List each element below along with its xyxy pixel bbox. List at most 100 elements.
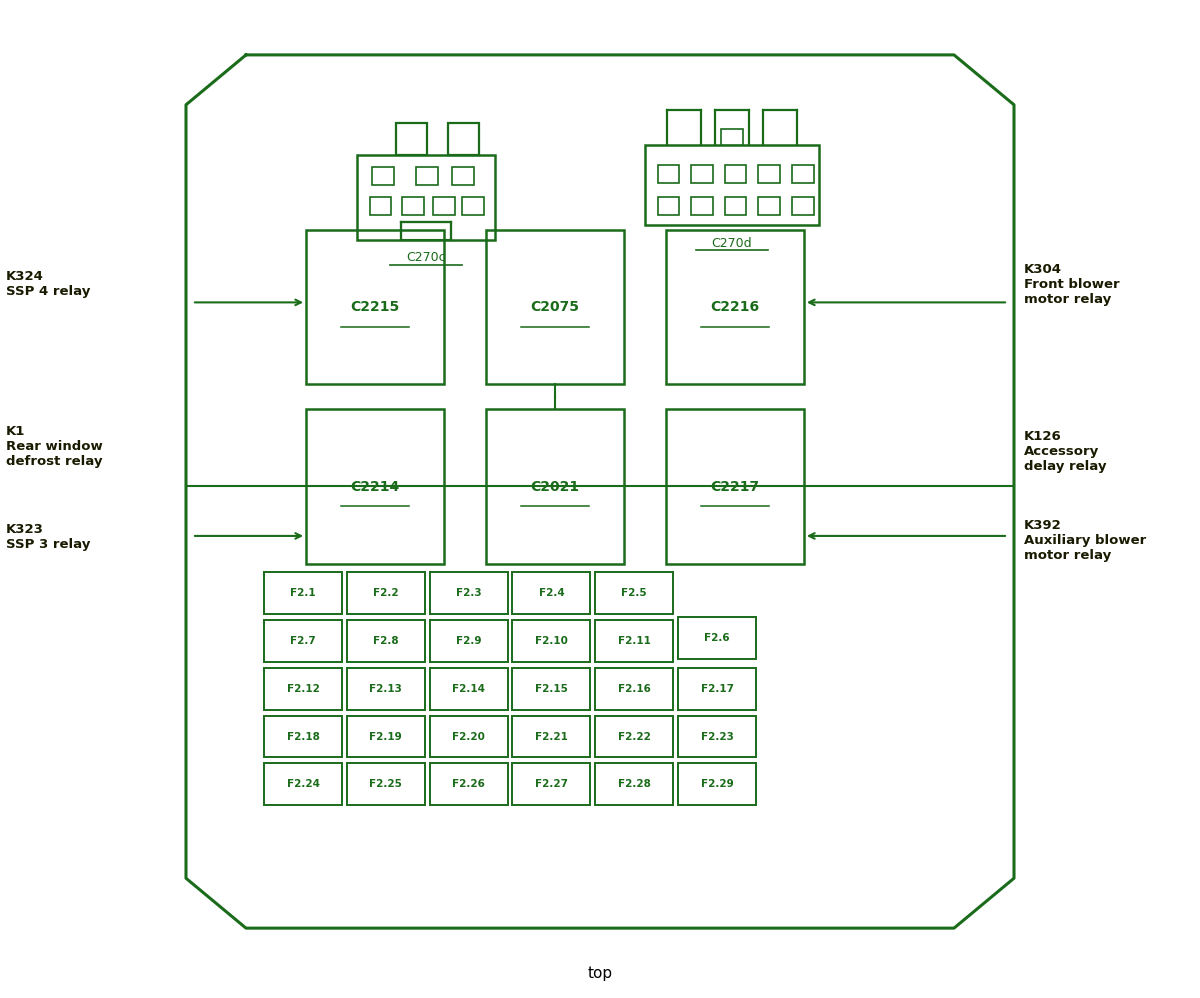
Bar (416, 167, 438, 185)
Bar (595, 716, 673, 757)
Text: C2021: C2021 (530, 479, 580, 494)
Text: F2.21: F2.21 (535, 732, 568, 742)
Text: C2075: C2075 (530, 299, 580, 314)
Bar (725, 197, 746, 215)
Bar (347, 572, 425, 614)
Bar (486, 409, 624, 564)
Bar (595, 620, 673, 662)
Text: F2.4: F2.4 (539, 588, 564, 598)
Text: C2214: C2214 (350, 479, 400, 494)
Bar (486, 230, 624, 384)
Text: K323
SSP 3 relay: K323 SSP 3 relay (6, 523, 90, 551)
Bar (678, 763, 756, 805)
Bar (372, 167, 394, 185)
Bar (595, 668, 673, 710)
Text: K304
Front blower
motor relay: K304 Front blower motor relay (1024, 262, 1120, 306)
Bar (430, 716, 508, 757)
Text: C270d: C270d (712, 237, 752, 250)
Bar (430, 668, 508, 710)
Bar (512, 620, 590, 662)
Bar (691, 165, 713, 183)
Bar (678, 617, 756, 659)
Bar (264, 763, 342, 805)
Text: F2.7: F2.7 (290, 636, 316, 646)
Text: F2.29: F2.29 (701, 779, 733, 789)
Bar (595, 763, 673, 805)
Text: F2.28: F2.28 (618, 779, 650, 789)
Bar (402, 197, 424, 215)
Text: F2.5: F2.5 (622, 588, 647, 598)
Bar (370, 197, 391, 215)
Bar (758, 165, 780, 183)
Text: F2.8: F2.8 (373, 636, 398, 646)
Bar (264, 572, 342, 614)
Bar (347, 716, 425, 757)
Bar (433, 197, 455, 215)
Bar (658, 165, 679, 183)
Bar (401, 222, 451, 240)
Bar (646, 145, 818, 225)
Bar (678, 716, 756, 757)
Text: top: top (588, 965, 612, 981)
Bar (396, 123, 427, 155)
Text: F2.10: F2.10 (535, 636, 568, 646)
Text: F2.26: F2.26 (452, 779, 485, 789)
Text: C2215: C2215 (350, 299, 400, 314)
Text: F2.13: F2.13 (370, 684, 402, 694)
Bar (691, 197, 713, 215)
Bar (430, 572, 508, 614)
Text: C270c: C270c (406, 251, 446, 264)
Text: F2.9: F2.9 (456, 636, 481, 646)
Bar (758, 197, 780, 215)
Text: F2.17: F2.17 (701, 684, 733, 694)
Text: C2216: C2216 (710, 299, 760, 314)
Text: F2.24: F2.24 (287, 779, 319, 789)
Text: F2.2: F2.2 (373, 588, 398, 598)
Bar (264, 668, 342, 710)
Text: F2.19: F2.19 (370, 732, 402, 742)
Text: K126
Accessory
delay relay: K126 Accessory delay relay (1024, 429, 1106, 473)
Bar (725, 165, 746, 183)
Bar (512, 572, 590, 614)
Text: F2.15: F2.15 (535, 684, 568, 694)
Bar (264, 716, 342, 757)
Bar (666, 230, 804, 384)
Bar (595, 572, 673, 614)
Text: K392
Auxiliary blower
motor relay: K392 Auxiliary blower motor relay (1024, 519, 1146, 563)
Bar (347, 668, 425, 710)
Bar (792, 165, 814, 183)
Bar (448, 123, 479, 155)
Bar (666, 409, 804, 564)
Text: F2.23: F2.23 (701, 732, 733, 742)
Bar (430, 763, 508, 805)
Text: F2.14: F2.14 (452, 684, 485, 694)
Text: F2.20: F2.20 (452, 732, 485, 742)
Text: C2217: C2217 (710, 479, 760, 494)
Bar (430, 620, 508, 662)
Bar (306, 409, 444, 564)
Bar (358, 155, 496, 240)
Text: F2.22: F2.22 (618, 732, 650, 742)
Bar (347, 620, 425, 662)
Text: K1
Rear window
defrost relay: K1 Rear window defrost relay (6, 424, 103, 468)
Bar (512, 668, 590, 710)
Bar (512, 716, 590, 757)
Bar (792, 197, 814, 215)
Bar (462, 197, 484, 215)
Bar (512, 763, 590, 805)
Bar (678, 668, 756, 710)
Bar (721, 129, 743, 145)
Text: K324
SSP 4 relay: K324 SSP 4 relay (6, 270, 90, 298)
Text: F2.11: F2.11 (618, 636, 650, 646)
Text: F2.27: F2.27 (535, 779, 568, 789)
Text: F2.1: F2.1 (290, 588, 316, 598)
Bar (264, 620, 342, 662)
Bar (452, 167, 474, 185)
Text: F2.6: F2.6 (704, 633, 730, 643)
Bar (658, 197, 679, 215)
Text: F2.25: F2.25 (370, 779, 402, 789)
Bar (347, 763, 425, 805)
Text: F2.12: F2.12 (287, 684, 319, 694)
Bar (306, 230, 444, 384)
Text: F2.18: F2.18 (287, 732, 319, 742)
